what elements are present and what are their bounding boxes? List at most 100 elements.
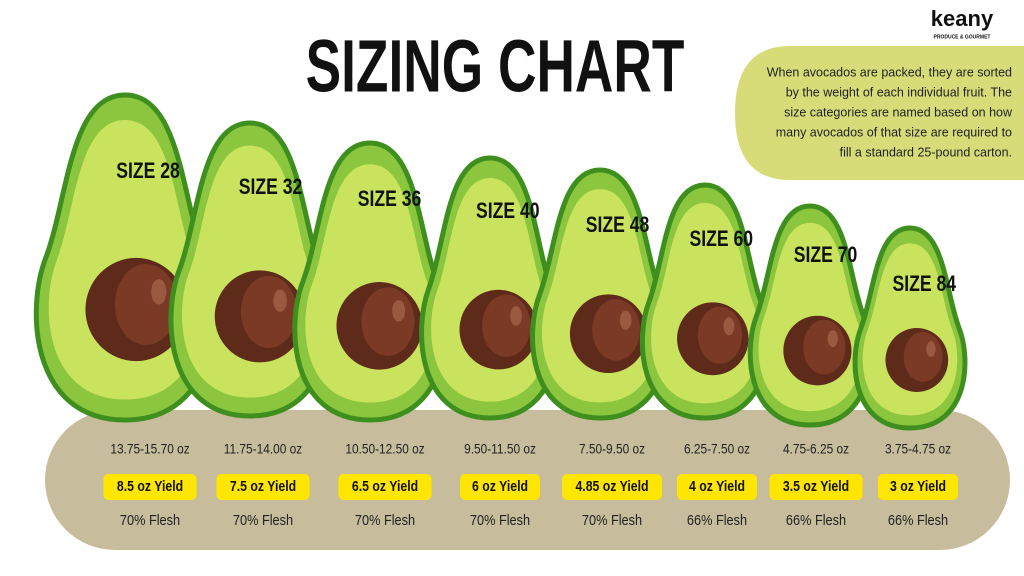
pit-shine [803, 319, 846, 375]
flesh: 66% Flesh [888, 511, 948, 528]
size-label: SIZE 28 [116, 159, 180, 183]
flesh: 66% Flesh [687, 511, 747, 528]
size-label-group: SIZE 32 [239, 175, 303, 199]
weight-group: 4.75-6.25 oz [783, 441, 849, 457]
flesh-group: 70% Flesh [120, 511, 180, 528]
yield-badge [460, 474, 540, 500]
pit-highlight [827, 330, 838, 348]
flesh-group: 66% Flesh [888, 511, 948, 528]
size-label: SIZE 84 [892, 272, 956, 296]
size-label-group: SIZE 40 [476, 199, 540, 223]
pit-highlight [619, 310, 632, 330]
yield-badge [769, 474, 863, 500]
yield-group: 8.5 oz Yield [117, 478, 183, 494]
weight-range: 6.25-7.50 oz [684, 441, 750, 457]
avocado: SIZE 28 [33, 92, 217, 423]
description-line: When avocados are packed, they are sorte… [767, 65, 1012, 79]
description: When avocados are packed, they are sorte… [767, 65, 1013, 159]
logo: keany [931, 6, 994, 31]
yield: 4.85 oz Yield [575, 478, 648, 494]
weight-group: 10.50-12.50 oz [345, 441, 424, 457]
flesh-group: 66% Flesh [786, 511, 846, 528]
flesh-group: 66% Flesh [687, 511, 747, 528]
yield-group: 4 oz Yield [689, 478, 745, 494]
yield-group: 3.5 oz Yield [783, 478, 849, 494]
avocado: SIZE 40 [419, 155, 561, 421]
size-label-group: SIZE 36 [358, 187, 422, 211]
yield-group: 4.85 oz Yield [575, 478, 648, 494]
avocado: SIZE 32 [168, 120, 332, 419]
weight-range: 3.75-4.75 oz [885, 441, 951, 457]
pit-shine [482, 294, 531, 357]
size-label: SIZE 60 [689, 227, 753, 251]
flesh-group: 70% Flesh [470, 511, 530, 528]
size-label: SIZE 70 [794, 243, 858, 267]
avocado: SIZE 36 [292, 140, 448, 423]
description-line: fill a standard 25-pound carton. [840, 145, 1012, 159]
flesh: 70% Flesh [120, 511, 180, 528]
flesh-group: 70% Flesh [233, 511, 293, 528]
size-label-group: SIZE 48 [586, 213, 650, 237]
weight-range: 13.75-15.70 oz [110, 441, 189, 457]
flesh-group: 70% Flesh [582, 511, 642, 528]
title-group: SIZING CHART [306, 25, 685, 108]
pit-highlight [510, 306, 522, 326]
description-panel [735, 46, 1024, 180]
weight-range: 7.50-9.50 oz [579, 441, 645, 457]
weight-group: 11.75-14.00 oz [224, 441, 302, 457]
yield: 8.5 oz Yield [117, 478, 183, 494]
size-label-group: SIZE 84 [892, 272, 956, 296]
avocado: SIZE 84 [852, 225, 968, 431]
yield-badge [216, 474, 310, 500]
yield: 6 oz Yield [472, 478, 528, 494]
flesh: 70% Flesh [233, 511, 293, 528]
weight-range: 11.75-14.00 oz [224, 441, 302, 457]
flesh-group: 70% Flesh [355, 511, 415, 528]
yield-badge [677, 474, 757, 500]
description-line: by the weight of each individual fruit. … [786, 85, 1012, 99]
description-line: size categories are named based on how [784, 105, 1013, 119]
avocado: SIZE 70 [747, 203, 873, 428]
size-label: SIZE 40 [476, 199, 540, 223]
weight-group: 13.75-15.70 oz [110, 441, 189, 457]
yield: 3 oz Yield [890, 478, 946, 494]
logo-tagline: PRODUCE & GOURMET [934, 34, 991, 40]
pit-highlight [392, 300, 406, 322]
title: SIZING CHART [306, 25, 685, 108]
yield-group: 3 oz Yield [890, 478, 946, 494]
avocados: SIZE 28 SIZE 32 SIZE 36 SIZE 40 SIZE 48 SIZE … [33, 92, 968, 431]
yield-group: 6 oz Yield [472, 478, 528, 494]
flesh: 70% Flesh [470, 511, 530, 528]
yield: 6.5 oz Yield [352, 478, 418, 494]
pit-shine [240, 275, 297, 348]
yield-badge [878, 474, 958, 500]
yield: 7.5 oz Yield [230, 478, 296, 494]
yield: 4 oz Yield [689, 478, 745, 494]
pit-shine [697, 306, 743, 364]
size-label: SIZE 48 [586, 213, 650, 237]
weight-group: 9.50-11.50 oz [464, 441, 536, 457]
flesh: 70% Flesh [582, 511, 642, 528]
yield-group: 6.5 oz Yield [352, 478, 418, 494]
pit-highlight [926, 341, 936, 357]
yield-badge [562, 474, 662, 500]
size-info: 13.75-15.70 oz 8.5 oz Yield 70% Flesh 11.75… [103, 441, 958, 528]
size-label-group: SIZE 28 [116, 159, 180, 183]
flesh: 66% Flesh [786, 511, 846, 528]
weight-range: 10.50-12.50 oz [345, 441, 424, 457]
size-label-group: SIZE 60 [689, 227, 753, 251]
description-line: many avocados of that size are required … [776, 125, 1012, 139]
pit-highlight [273, 289, 287, 312]
pit-shine [592, 299, 640, 361]
weight-range: 4.75-6.25 oz [783, 441, 849, 457]
pit-shine [903, 331, 943, 382]
pit-shine [114, 263, 178, 345]
weight-group: 7.50-9.50 oz [579, 441, 645, 457]
pit-shine [361, 287, 415, 356]
yield-group: 7.5 oz Yield [230, 478, 296, 494]
pit-highlight [151, 279, 167, 305]
yield-badge [338, 474, 432, 500]
size-label-group: SIZE 70 [794, 243, 858, 267]
avocado: SIZE 48 [530, 167, 670, 421]
